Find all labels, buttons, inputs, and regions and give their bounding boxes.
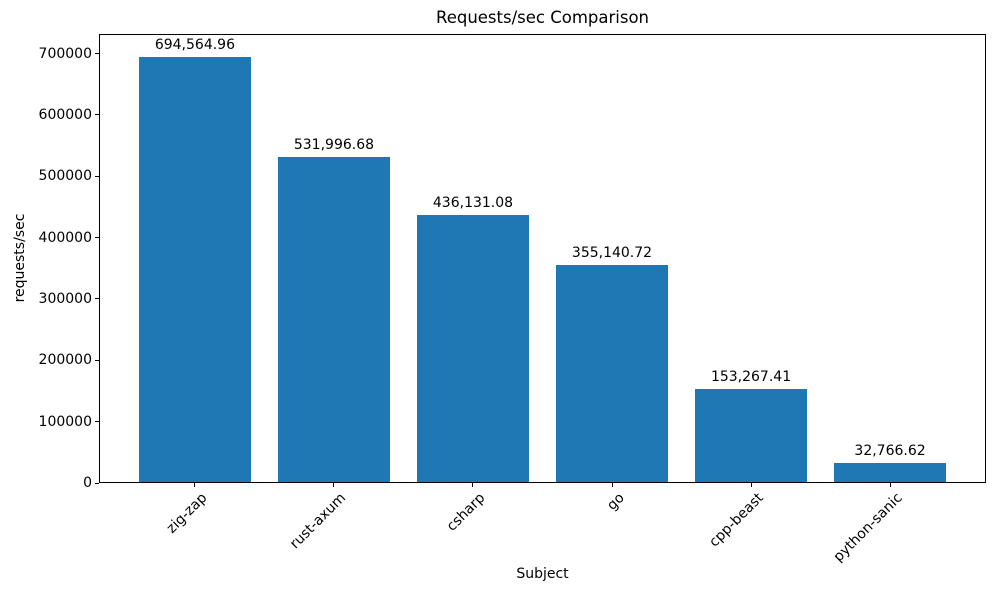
x-tick-mark (333, 483, 335, 487)
bar-value-label: 153,267.41 (710, 368, 792, 385)
bar-value-label: 436,131.08 (432, 195, 514, 212)
bar (139, 56, 251, 483)
y-tick-mark (95, 53, 99, 55)
y-tick-label: 500000 (38, 168, 92, 185)
y-tick-label: 400000 (38, 229, 92, 246)
x-tick-mark (194, 483, 196, 487)
bar (556, 265, 668, 483)
bar (695, 388, 807, 483)
x-tick-label: zig-zap (163, 490, 211, 537)
y-tick-mark (95, 298, 99, 300)
y-tick-label: 700000 (38, 45, 92, 62)
x-tick-mark (472, 483, 474, 487)
x-tick-mark (611, 483, 613, 487)
bar (834, 462, 946, 483)
y-tick-label: 100000 (38, 413, 92, 430)
y-tick-mark (95, 175, 99, 177)
x-tick-label: rust-axum (287, 490, 350, 553)
y-tick-mark (95, 359, 99, 361)
x-tick-mark (750, 483, 752, 487)
y-tick-mark (95, 421, 99, 423)
y-tick-label: 200000 (38, 352, 92, 369)
bar-value-label: 355,140.72 (571, 245, 653, 262)
x-tick-label: cpp-beast (705, 490, 767, 551)
x-axis-label: Subject (516, 566, 569, 582)
y-tick-label: 600000 (38, 106, 92, 123)
y-tick-mark (95, 237, 99, 239)
x-tick-label: python-sanic (830, 490, 906, 566)
chart-title: Requests/sec Comparison (435, 8, 650, 27)
x-tick-mark (889, 483, 891, 487)
y-tick-mark (95, 482, 99, 484)
x-tick-label: go (603, 490, 628, 514)
y-tick-label: 0 (83, 475, 92, 491)
bar (278, 156, 390, 483)
y-tick-mark (95, 114, 99, 116)
bar-value-label: 32,766.62 (854, 442, 926, 459)
bar-value-label: 531,996.68 (293, 136, 375, 153)
bar (417, 215, 529, 483)
y-tick-label: 300000 (38, 290, 92, 307)
bar-value-label: 694,564.96 (154, 36, 235, 53)
x-tick-label: csharp (443, 490, 489, 535)
